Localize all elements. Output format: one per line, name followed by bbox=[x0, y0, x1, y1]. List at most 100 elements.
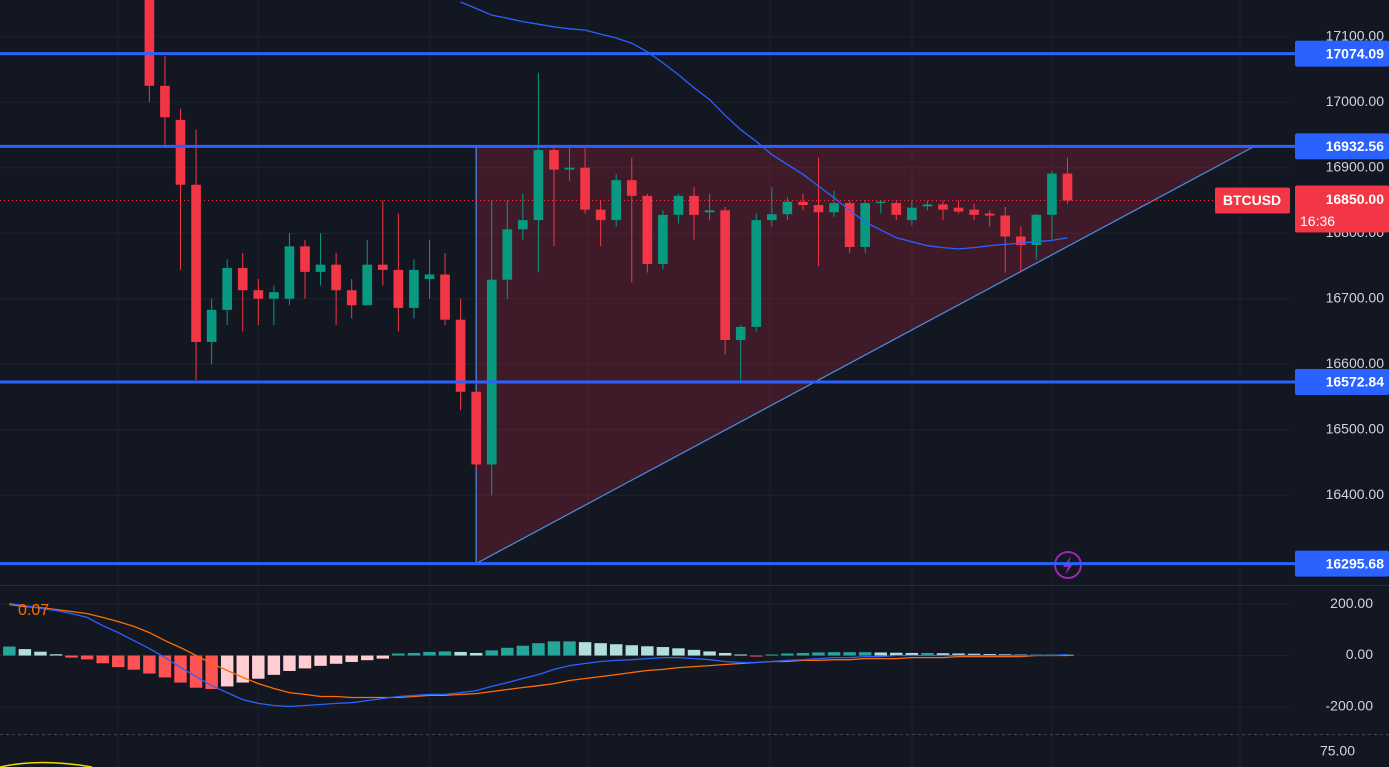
candle-body bbox=[689, 195, 699, 215]
candle-body bbox=[704, 210, 715, 213]
histogram-bar bbox=[298, 655, 312, 669]
candle-body bbox=[471, 391, 481, 465]
macd-tick-label: -200.00 bbox=[1326, 698, 1374, 714]
histogram-bar bbox=[641, 646, 654, 656]
moving-average bbox=[460, 1, 1068, 250]
candle-body bbox=[938, 204, 948, 210]
macd-tick-label: 200.00 bbox=[1330, 595, 1373, 611]
histogram-bar bbox=[874, 652, 887, 656]
candle-body bbox=[455, 319, 466, 392]
histogram-bar bbox=[609, 644, 623, 656]
candle-body bbox=[1047, 173, 1057, 215]
candle-body bbox=[782, 201, 793, 215]
candle-body bbox=[160, 85, 170, 118]
histogram-bar bbox=[283, 655, 296, 671]
candle-body bbox=[253, 290, 264, 299]
histogram-bar bbox=[625, 645, 638, 656]
candle-body bbox=[222, 267, 233, 310]
candle-body bbox=[502, 229, 513, 280]
histogram-bar bbox=[578, 642, 592, 656]
rsi-line-fragment bbox=[0, 761, 93, 767]
candle-body bbox=[658, 214, 668, 265]
histogram-bar bbox=[890, 652, 903, 656]
histogram-bar bbox=[174, 655, 187, 683]
candle-body bbox=[549, 150, 559, 170]
histogram-bar bbox=[361, 655, 374, 661]
histogram-bar bbox=[983, 653, 996, 656]
histogram-bar bbox=[454, 651, 467, 656]
symbol-tag bbox=[1215, 187, 1290, 214]
histogram-bar bbox=[532, 643, 545, 656]
candle-body bbox=[984, 213, 995, 216]
candle-body bbox=[766, 214, 777, 221]
candle-body bbox=[440, 274, 450, 320]
histogram-bar bbox=[594, 643, 607, 656]
histogram-bar bbox=[329, 655, 343, 664]
level-label: 17074.09 bbox=[1326, 45, 1385, 61]
candle-body bbox=[642, 195, 653, 265]
grid bbox=[0, 36, 1290, 708]
candle-body bbox=[1062, 173, 1073, 201]
candle-body bbox=[735, 326, 746, 340]
candle-body bbox=[237, 267, 248, 291]
macd-value: 0.07 bbox=[18, 602, 49, 619]
histogram-bar bbox=[96, 655, 109, 664]
histogram-bar bbox=[34, 651, 47, 656]
candle-body bbox=[844, 203, 855, 247]
candle-body bbox=[580, 167, 590, 210]
histogram-bar bbox=[49, 654, 63, 656]
histogram-bar bbox=[547, 641, 561, 656]
histogram-bar bbox=[952, 653, 965, 656]
histogram-bar bbox=[936, 653, 950, 656]
candle-body bbox=[720, 210, 730, 340]
histogram-bar bbox=[703, 651, 716, 656]
candle-body bbox=[564, 167, 575, 170]
level-tag bbox=[1295, 133, 1389, 160]
histogram-bar bbox=[718, 652, 732, 656]
candle-body bbox=[891, 203, 902, 215]
y-tick-label: 16900.00 bbox=[1326, 158, 1385, 174]
histogram-bar bbox=[843, 652, 856, 656]
histogram-bar bbox=[765, 654, 779, 656]
y-tick-label: 16400.00 bbox=[1326, 486, 1385, 502]
price-tag bbox=[1295, 185, 1389, 233]
histogram-bar bbox=[407, 652, 421, 656]
histogram-bar bbox=[18, 649, 32, 656]
histogram-bar bbox=[252, 655, 265, 679]
histogram-bar bbox=[127, 655, 141, 670]
histogram-bar bbox=[921, 652, 934, 656]
candle-body bbox=[315, 264, 326, 272]
candle-body bbox=[300, 246, 310, 272]
candle-body bbox=[595, 209, 606, 221]
candle-body bbox=[424, 274, 435, 280]
level-tag bbox=[1295, 550, 1389, 577]
candle-body bbox=[331, 264, 341, 291]
histogram-bar bbox=[485, 650, 498, 656]
histogram-bar bbox=[112, 655, 125, 668]
candle-body bbox=[798, 201, 808, 206]
level-label: 16295.68 bbox=[1326, 555, 1385, 571]
histogram-bar bbox=[563, 641, 576, 656]
histogram-bar bbox=[796, 652, 810, 656]
y-tick-label: 16600.00 bbox=[1326, 355, 1385, 371]
y-tick-label: 17000.00 bbox=[1326, 93, 1385, 109]
histogram-bar bbox=[158, 655, 172, 678]
candle-body bbox=[518, 220, 528, 230]
candle-body bbox=[269, 292, 279, 299]
candle-body bbox=[673, 195, 684, 215]
candle-body bbox=[191, 184, 201, 342]
histogram-bar bbox=[438, 651, 452, 656]
candle-body bbox=[206, 309, 217, 342]
candle-body bbox=[626, 180, 637, 196]
candle-body bbox=[813, 205, 824, 213]
alert-bolt bbox=[1063, 556, 1074, 575]
histogram-bar bbox=[345, 655, 358, 662]
candle-body bbox=[953, 207, 964, 212]
histogram-bar bbox=[750, 655, 763, 657]
candle-body bbox=[1000, 215, 1011, 237]
price-pane bbox=[0, 0, 1290, 565]
histogram-bar bbox=[469, 652, 483, 656]
histogram-bar bbox=[827, 652, 841, 656]
candle-body bbox=[922, 204, 933, 207]
